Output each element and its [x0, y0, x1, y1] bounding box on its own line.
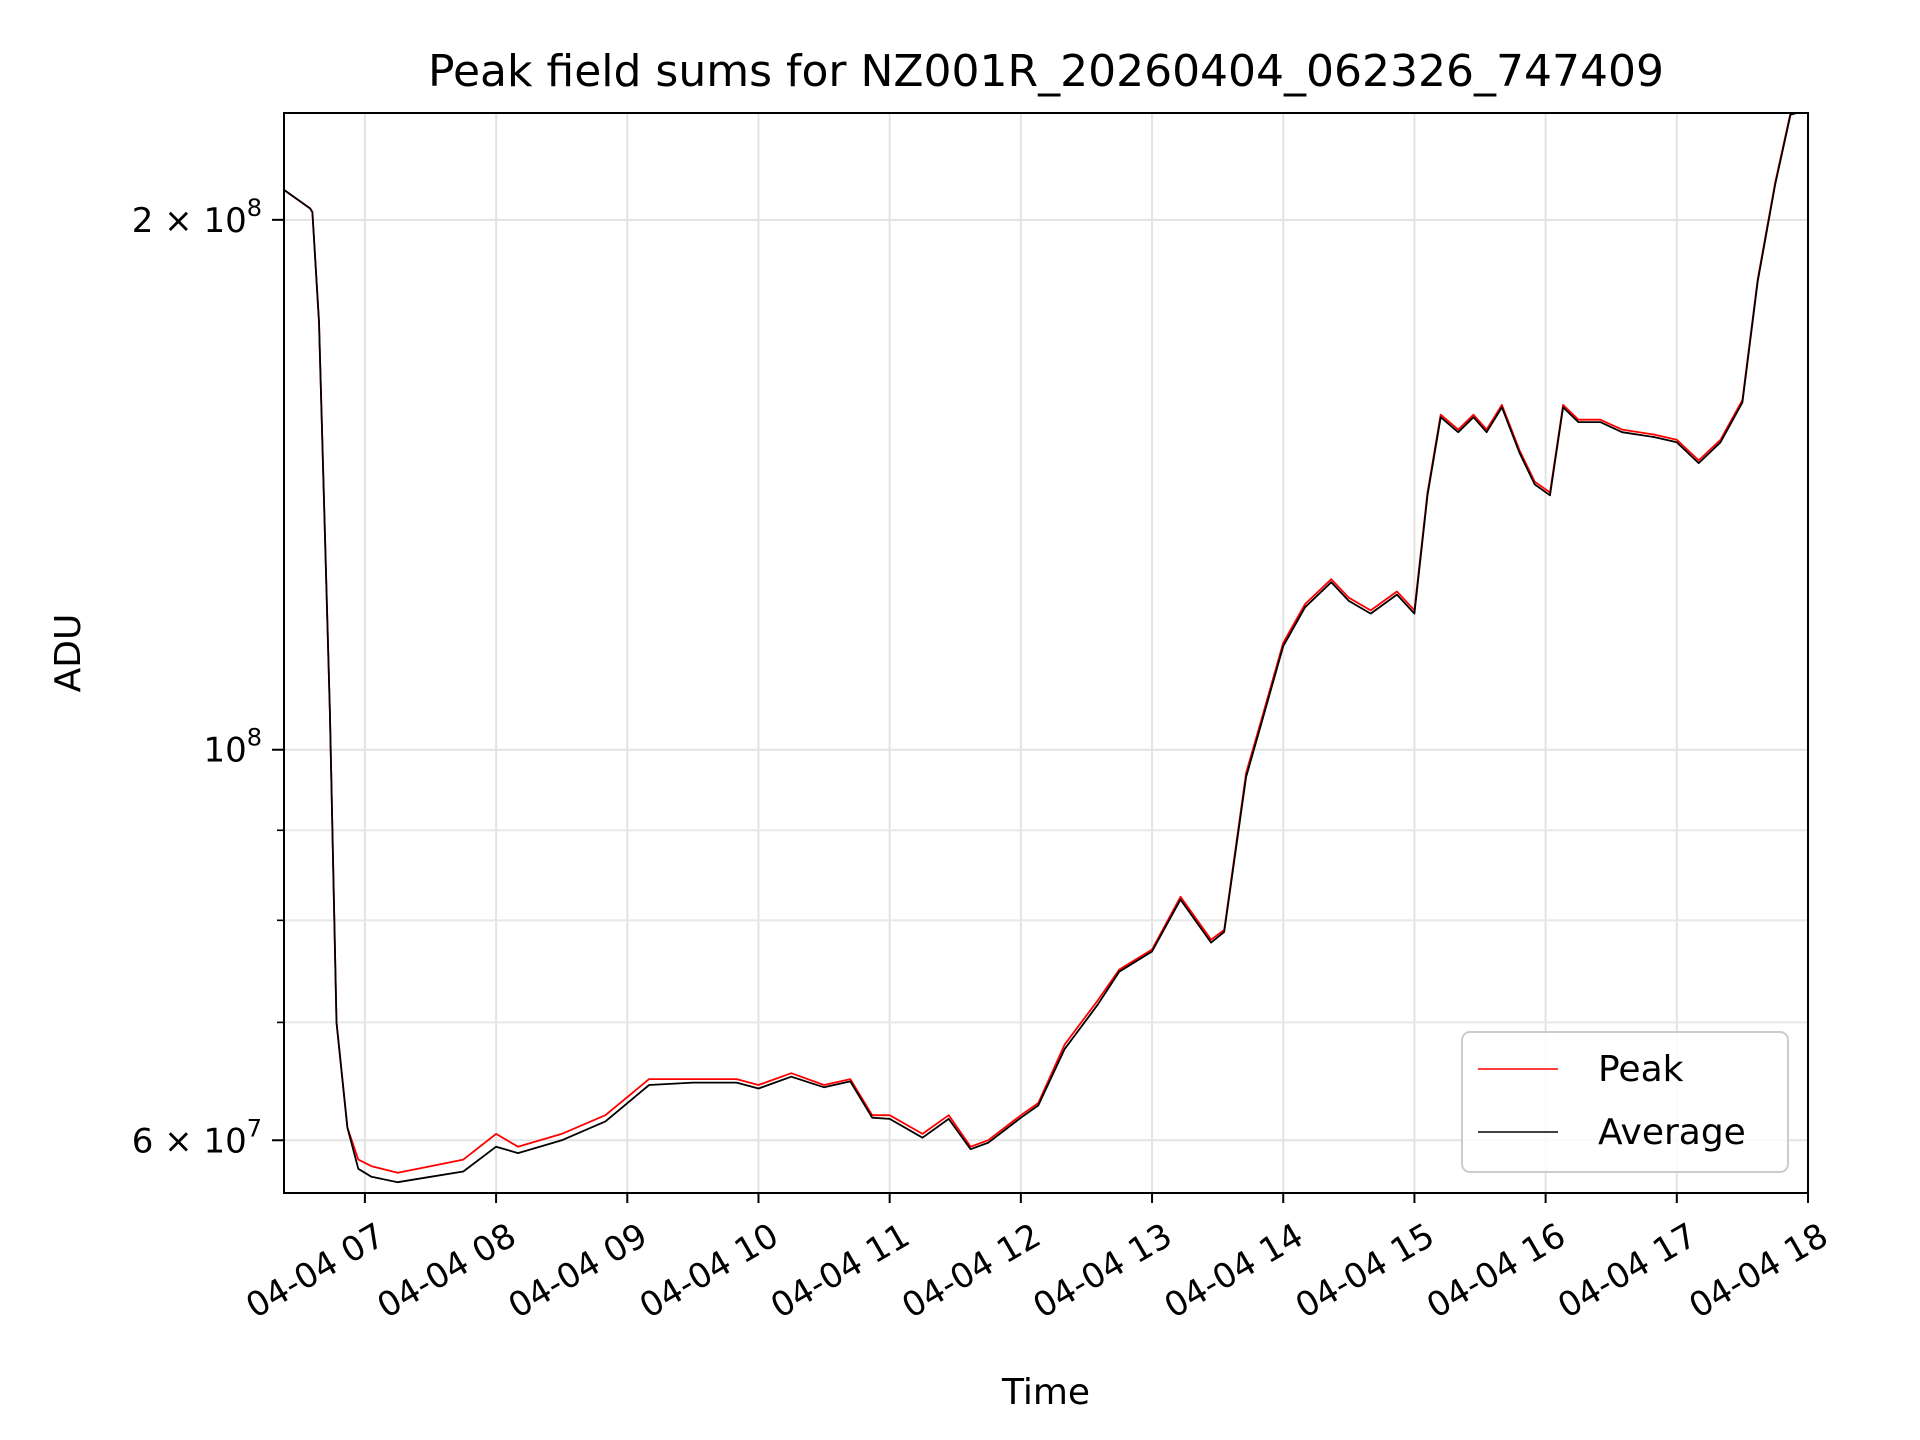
series-line-average [284, 113, 1800, 1184]
y-tick-exponent: 8 [247, 724, 262, 752]
y-tick-label: 2 × 108 [132, 194, 262, 241]
chart-title: Peak field sums for NZ001R_20260404_0623… [428, 46, 1664, 97]
legend-label-peak: Peak [1598, 1049, 1684, 1090]
y-tick-label: 108 [203, 724, 262, 771]
y-tick-exponent: 7 [247, 1114, 262, 1142]
series-lines [284, 113, 1800, 1184]
y-tick-label: 6 × 107 [132, 1114, 262, 1161]
plot-frame [283, 112, 1809, 1194]
y-tick-exponent: 8 [247, 194, 262, 222]
legend: Peak Average [1461, 1031, 1789, 1173]
legend-box [1461, 1031, 1789, 1173]
series-line-peak [284, 113, 1794, 1174]
y-axis-label: ADU [48, 614, 89, 693]
y-axis-ticks: 2 × 108 108 6 × 107 [132, 194, 284, 1161]
x-axis-label: Time [1001, 1372, 1090, 1413]
plot-area [284, 113, 1808, 1193]
legend-label-average: Average [1598, 1112, 1746, 1153]
